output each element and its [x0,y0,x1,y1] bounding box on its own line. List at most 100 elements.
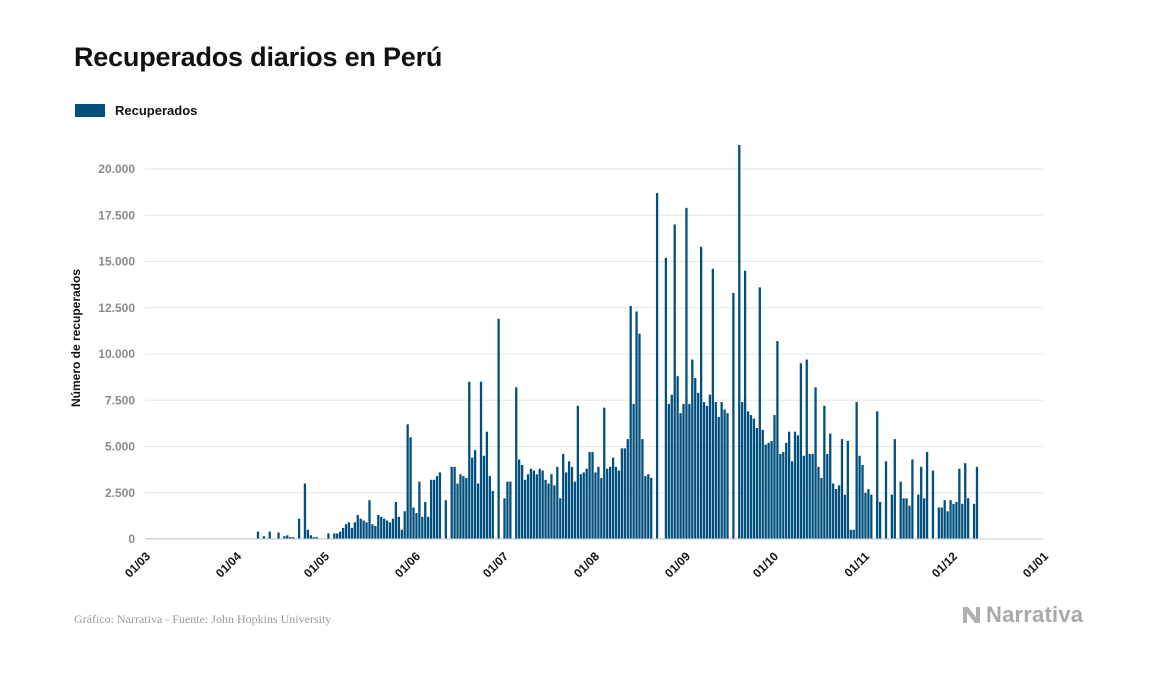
bar [341,527,345,539]
bar [861,465,864,539]
bar [952,503,955,539]
bar [476,483,480,539]
legend-label: Recuperados [115,103,198,118]
bar [937,507,940,539]
bar [347,522,351,539]
bar [438,472,442,539]
bar [588,452,591,539]
bar [673,224,676,539]
bar [312,537,315,539]
bar [371,524,374,539]
bar [691,359,694,539]
bar [427,516,430,539]
bar [368,500,371,539]
bar [931,470,935,539]
bar [852,529,855,539]
bar [432,479,436,539]
bar [870,494,873,539]
bar [286,535,289,539]
bar [867,489,870,539]
bar [623,448,626,539]
bar [385,520,389,539]
bar [374,526,377,539]
bar [614,466,618,539]
bar [459,474,462,539]
brand-name: Narrativa [986,602,1084,627]
bar [353,522,356,539]
bar [576,405,580,539]
bar [597,466,600,539]
bar [967,498,970,539]
x-tick-label: 01/01 [1020,549,1051,580]
bar [890,494,894,539]
bar [383,518,386,539]
x-tick-label: 01/12 [929,549,960,580]
bar [556,466,559,539]
bar [667,403,670,539]
bar [743,270,747,539]
y-tick-label: 20.000 [98,162,135,176]
bar [518,459,521,539]
bar [899,481,902,539]
bar [834,489,838,539]
bar [650,477,653,539]
bar [961,503,964,539]
y-tick-label: 10.000 [98,347,135,361]
bar [585,468,588,539]
bar [429,479,433,539]
bar [811,453,814,539]
bar [397,516,400,539]
bar [471,457,474,539]
bar [808,453,811,539]
bar [723,409,726,539]
bar [972,503,976,539]
bar [289,537,292,539]
bar [655,193,659,540]
bar [538,468,541,539]
bar [911,459,914,539]
bar [406,424,409,539]
bar [488,476,491,539]
bar [409,437,412,539]
bar [770,440,773,539]
bar [333,533,336,539]
bar [826,453,829,539]
bar [277,532,280,539]
bar [594,472,597,539]
bar [567,461,571,539]
bar [388,522,392,539]
bar [711,268,714,539]
bar [805,359,808,539]
bar [415,513,418,539]
bar [726,413,729,539]
bar [761,429,764,539]
bar [799,363,803,539]
bar [462,476,465,539]
bar [418,481,421,539]
bar [758,287,761,539]
bar [350,527,354,539]
legend: Recuperados [75,103,197,118]
bar [820,477,823,539]
bar [547,483,550,539]
bar [949,500,952,539]
bar [946,511,949,539]
brand-logo: Narrativa [962,602,1083,628]
bar [541,470,544,539]
bar [776,341,779,539]
bar [468,381,471,539]
bar [359,518,362,539]
bar [694,378,697,539]
bar [925,452,929,539]
bar [553,485,556,539]
bar [309,535,312,539]
chart-title: Recuperados diarios en Perú [74,42,443,72]
bar [788,431,791,539]
bar [746,411,750,539]
bar [283,536,286,539]
bar [717,416,720,539]
y-tick-label: 15.000 [98,255,135,269]
y-tick-label: 5.000 [105,440,135,454]
bar [564,472,568,539]
